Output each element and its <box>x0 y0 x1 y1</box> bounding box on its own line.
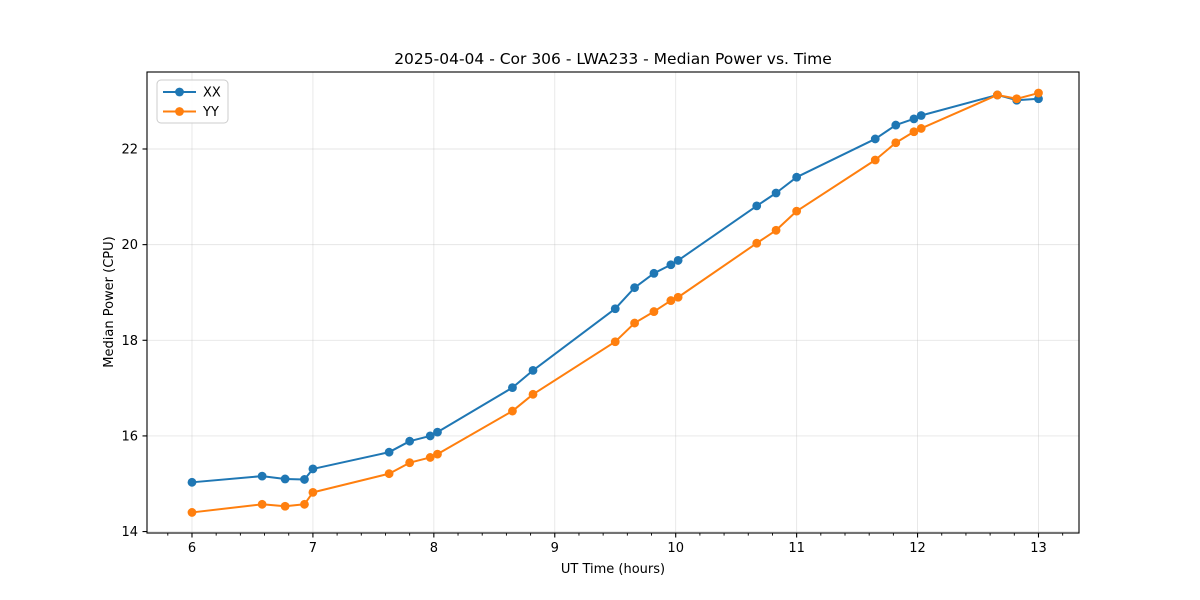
series-line-xx <box>191 93 1039 484</box>
x-tick-label: 9 <box>551 541 559 556</box>
y-tick-label: 16 <box>121 429 138 444</box>
legend-marker-sample <box>175 107 184 116</box>
data-point-yy <box>916 124 926 133</box>
data-point-yy <box>649 307 659 316</box>
data-point-yy <box>870 155 880 165</box>
data-point-xx <box>508 383 517 393</box>
data-point-yy <box>1012 94 1022 104</box>
series-line-yy <box>191 92 1039 514</box>
data-point-xx <box>433 427 442 437</box>
legend: XX YY <box>156 79 229 124</box>
x-tick-label: 12 <box>909 541 926 556</box>
data-point-yy <box>752 238 762 248</box>
y-axis-label: Median Power (CPU) <box>102 236 117 367</box>
data-point-xx <box>649 268 659 278</box>
data-point-yy <box>909 127 919 137</box>
data-point-xx <box>891 120 901 130</box>
data-point-xx <box>666 260 676 270</box>
data-point-xx <box>909 114 919 124</box>
data-point-yy <box>792 206 802 216</box>
data-point-yy <box>308 487 318 497</box>
data-point-yy <box>528 389 538 399</box>
data-point-yy <box>891 138 901 148</box>
legend-marker-sample <box>175 87 184 97</box>
x-axis-label: UT Time (hours) <box>561 562 665 577</box>
data-point-yy <box>384 469 394 479</box>
data-point-yy <box>187 508 197 517</box>
x-tick-label: 13 <box>1030 541 1047 556</box>
data-point-xx <box>792 172 802 182</box>
data-series <box>187 88 1043 517</box>
data-point-xx <box>610 304 620 314</box>
data-point-xx <box>771 188 781 198</box>
data-point-xx <box>405 436 415 446</box>
y-tick-label: 14 <box>121 525 138 540</box>
data-point-yy <box>1034 88 1043 98</box>
data-point-xx <box>870 134 880 144</box>
data-point-yy <box>280 501 290 511</box>
data-point-yy <box>300 499 309 509</box>
data-point-yy <box>257 499 267 509</box>
data-point-xx <box>308 464 318 474</box>
data-point-yy <box>405 458 415 468</box>
data-point-xx <box>528 366 538 375</box>
legend-label-yy: YY <box>202 105 219 120</box>
data-point-xx <box>300 475 309 484</box>
data-point-xx <box>752 201 762 211</box>
data-point-yy <box>673 292 683 302</box>
data-point-xx <box>257 471 267 481</box>
data-point-yy <box>630 318 639 328</box>
data-point-yy <box>610 337 620 347</box>
axes-spines-ticks <box>142 71 1080 538</box>
data-point-yy <box>425 453 435 462</box>
data-point-xx <box>630 283 639 293</box>
x-tick-label: 10 <box>667 541 684 556</box>
data-point-yy <box>992 90 1002 100</box>
chart-title: 2025-04-04 - Cor 306 - LWA233 - Median P… <box>394 50 832 68</box>
gridlines <box>147 72 1079 533</box>
y-tick-label: 20 <box>121 238 138 253</box>
tick-labels: 6 7 8 9 10 11 12 13 14 16 18 20 22 <box>121 142 1046 556</box>
plot-border <box>146 71 1080 534</box>
data-point-xx <box>425 431 435 441</box>
y-tick-label: 22 <box>121 142 138 157</box>
legend-label-xx: XX <box>203 86 221 101</box>
data-point-xx <box>673 256 683 265</box>
data-point-xx <box>280 474 290 484</box>
x-tick-label: 7 <box>309 541 317 556</box>
data-point-yy <box>433 449 442 459</box>
x-tick-label: 11 <box>788 541 805 556</box>
data-point-xx <box>187 477 197 487</box>
x-tick-label: 6 <box>188 541 196 556</box>
data-point-yy <box>508 406 517 416</box>
x-tick-label: 8 <box>430 541 438 556</box>
data-point-yy <box>771 225 781 235</box>
data-point-yy <box>666 296 676 305</box>
data-point-xx <box>384 447 394 457</box>
data-point-xx <box>916 111 926 120</box>
y-tick-label: 18 <box>121 334 138 349</box>
